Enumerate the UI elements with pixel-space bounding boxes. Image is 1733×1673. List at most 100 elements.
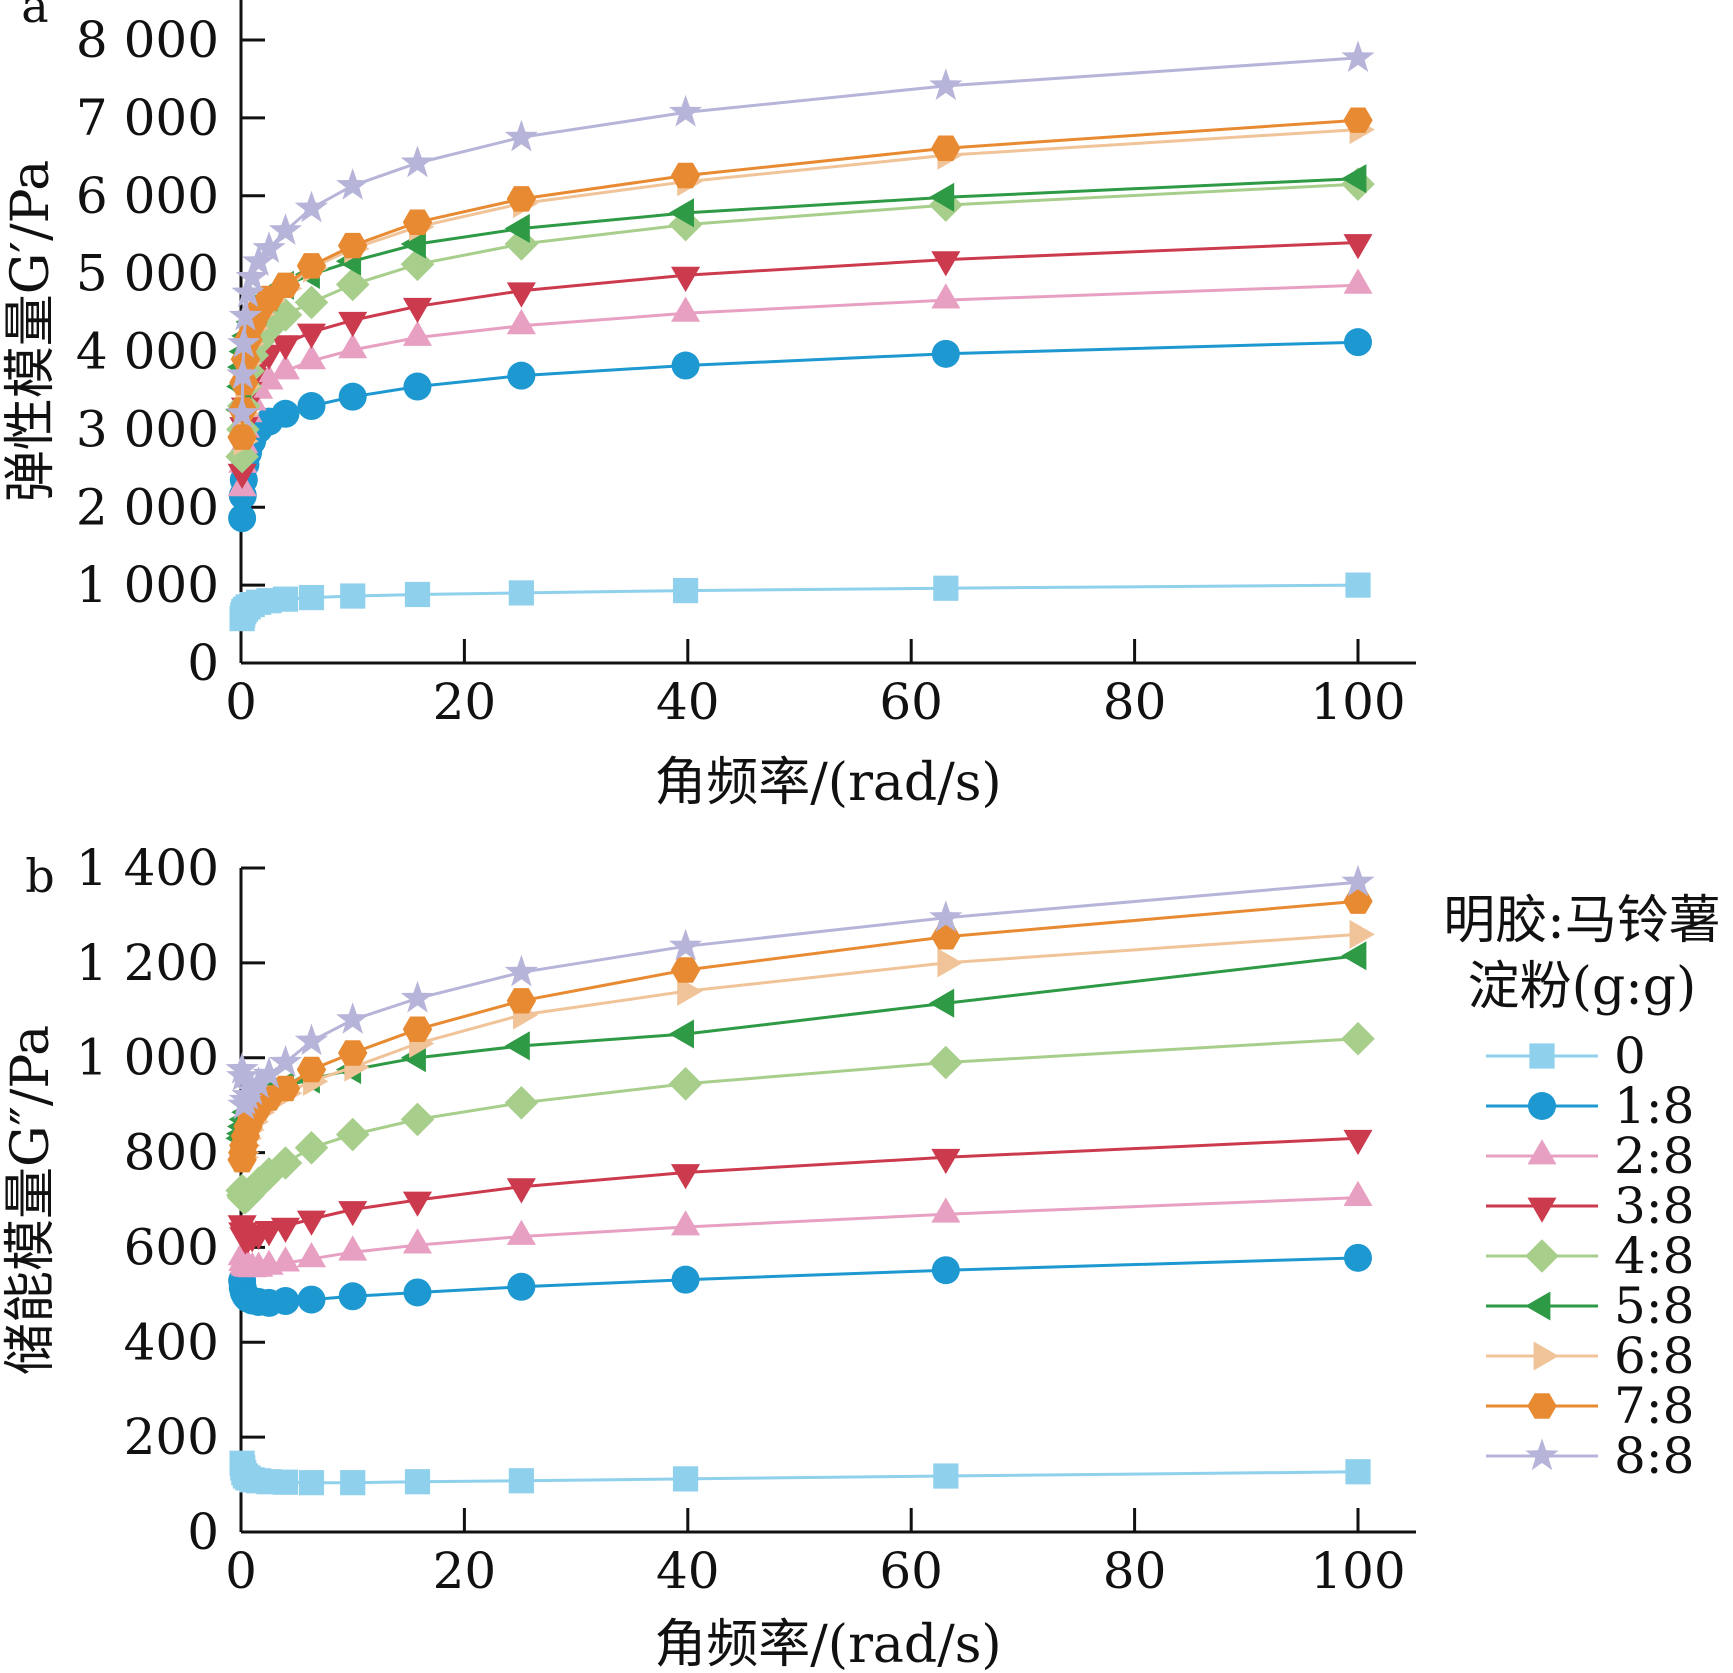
panel-a-x-tick-label: 80 [1103,673,1167,731]
panel-b-series-2-8 [227,1180,1373,1278]
panel-b-series-0 [229,1450,1371,1496]
legend-marker [1529,1043,1555,1069]
data-point [338,232,368,259]
data-point [296,1210,326,1236]
data-point [504,954,538,987]
data-point [338,1040,368,1066]
panel-a-y-tick-label: 3 000 [76,400,219,458]
panel-b-series-7-8 [227,888,1373,1173]
data-point [668,1019,694,1049]
legend-title-line-1: 明胶:马铃薯 [1443,891,1721,951]
data-point [677,976,703,1006]
panel-a-x-tick-label: 40 [656,673,720,731]
data-point [504,1031,530,1061]
data-point [931,1256,960,1285]
legend-label: 6:8 [1614,1327,1694,1385]
legend-item: 5:8 [1486,1277,1694,1335]
data-point [227,424,257,450]
panel-a-series [225,40,1375,632]
data-point [335,1117,370,1152]
panel-b-y-axis-title: 储能模量G″/Pa [1,1025,61,1375]
data-point [400,229,426,259]
data-point [671,1265,700,1294]
data-point [298,584,325,611]
data-point [1341,941,1367,971]
panel-b-y-tick-label: 0 [187,1503,219,1561]
data-point [1341,864,1375,897]
data-point [1343,888,1373,914]
data-point [340,583,366,609]
data-point [933,575,959,601]
series-line [240,241,1359,473]
data-point [270,1246,300,1272]
panel-b-y-tick-label: 400 [124,1313,219,1371]
panel-b-letter: b [25,849,54,903]
legend-marker [1527,1197,1557,1223]
data-point [1341,164,1367,194]
data-point [504,119,538,152]
data-point [1344,328,1372,357]
legend-marker [1525,1438,1559,1471]
data-point [506,1219,536,1245]
data-point [668,198,694,228]
data-point [931,1197,961,1223]
data-point [931,924,961,950]
data-point [668,94,703,127]
data-point [504,1086,539,1120]
panel-a-y-tick-label: 8 000 [76,11,219,69]
panel-a-x-tick-label: 0 [225,673,257,731]
data-point [338,1201,368,1227]
data-point [1341,40,1375,73]
panel-b-x-tick-label: 20 [433,1542,497,1600]
panel-b-x-tick-label: 40 [656,1542,720,1600]
legend-item: 2:8 [1486,1127,1694,1185]
data-point [402,297,432,324]
data-point [506,186,537,212]
panel-a-y-axis-title: 弹性模量G′/Pa [1,160,61,503]
data-point [227,463,257,489]
data-point [931,339,960,368]
data-point [338,382,367,411]
data-point [294,1131,329,1165]
panel-b-y-tick-label: 1 200 [76,934,219,992]
panel-a-x-axis-title: 角频率/(rad/s) [654,753,1001,813]
legend-title-line-2: 淀粉(g:g) [1468,957,1697,1017]
data-point [671,351,700,380]
panel-b-y-tick-label: 600 [124,1218,219,1276]
data-point [252,1056,286,1089]
series-line [240,1136,1359,1240]
panel-a-series-2-8 [227,268,1373,497]
data-point [400,1102,435,1137]
data-point [671,296,701,322]
panel-a-x-ticks: 0 20 40 60 80 100 [225,639,1406,731]
panel-b-x-tick-label: 0 [225,1542,257,1600]
data-point [226,1059,260,1091]
data-point [931,135,961,161]
data-point [931,251,961,277]
data-point [335,267,370,302]
data-point [338,311,368,338]
data-point [228,504,257,533]
data-point [668,928,703,961]
data-point [270,272,301,298]
data-point [402,209,433,235]
data-point [400,145,435,178]
data-point [508,1468,534,1494]
data-point [336,168,370,200]
data-point [506,988,537,1014]
legend-label: 8:8 [1614,1427,1694,1485]
legend-marker [1527,1393,1557,1419]
data-point [270,354,300,380]
data-point [402,1228,432,1254]
data-point [403,372,432,401]
legend-label: 2:8 [1614,1127,1694,1185]
panel-b-series-4-8 [225,1021,1375,1215]
panel-b-y-tick-label: 200 [124,1408,219,1466]
data-point [294,190,329,223]
data-point [271,399,300,428]
legend-item: 7:8 [1486,1377,1694,1435]
data-point [268,1146,303,1180]
data-point [671,1164,701,1190]
data-point [929,1045,963,1080]
data-point [1349,919,1375,949]
